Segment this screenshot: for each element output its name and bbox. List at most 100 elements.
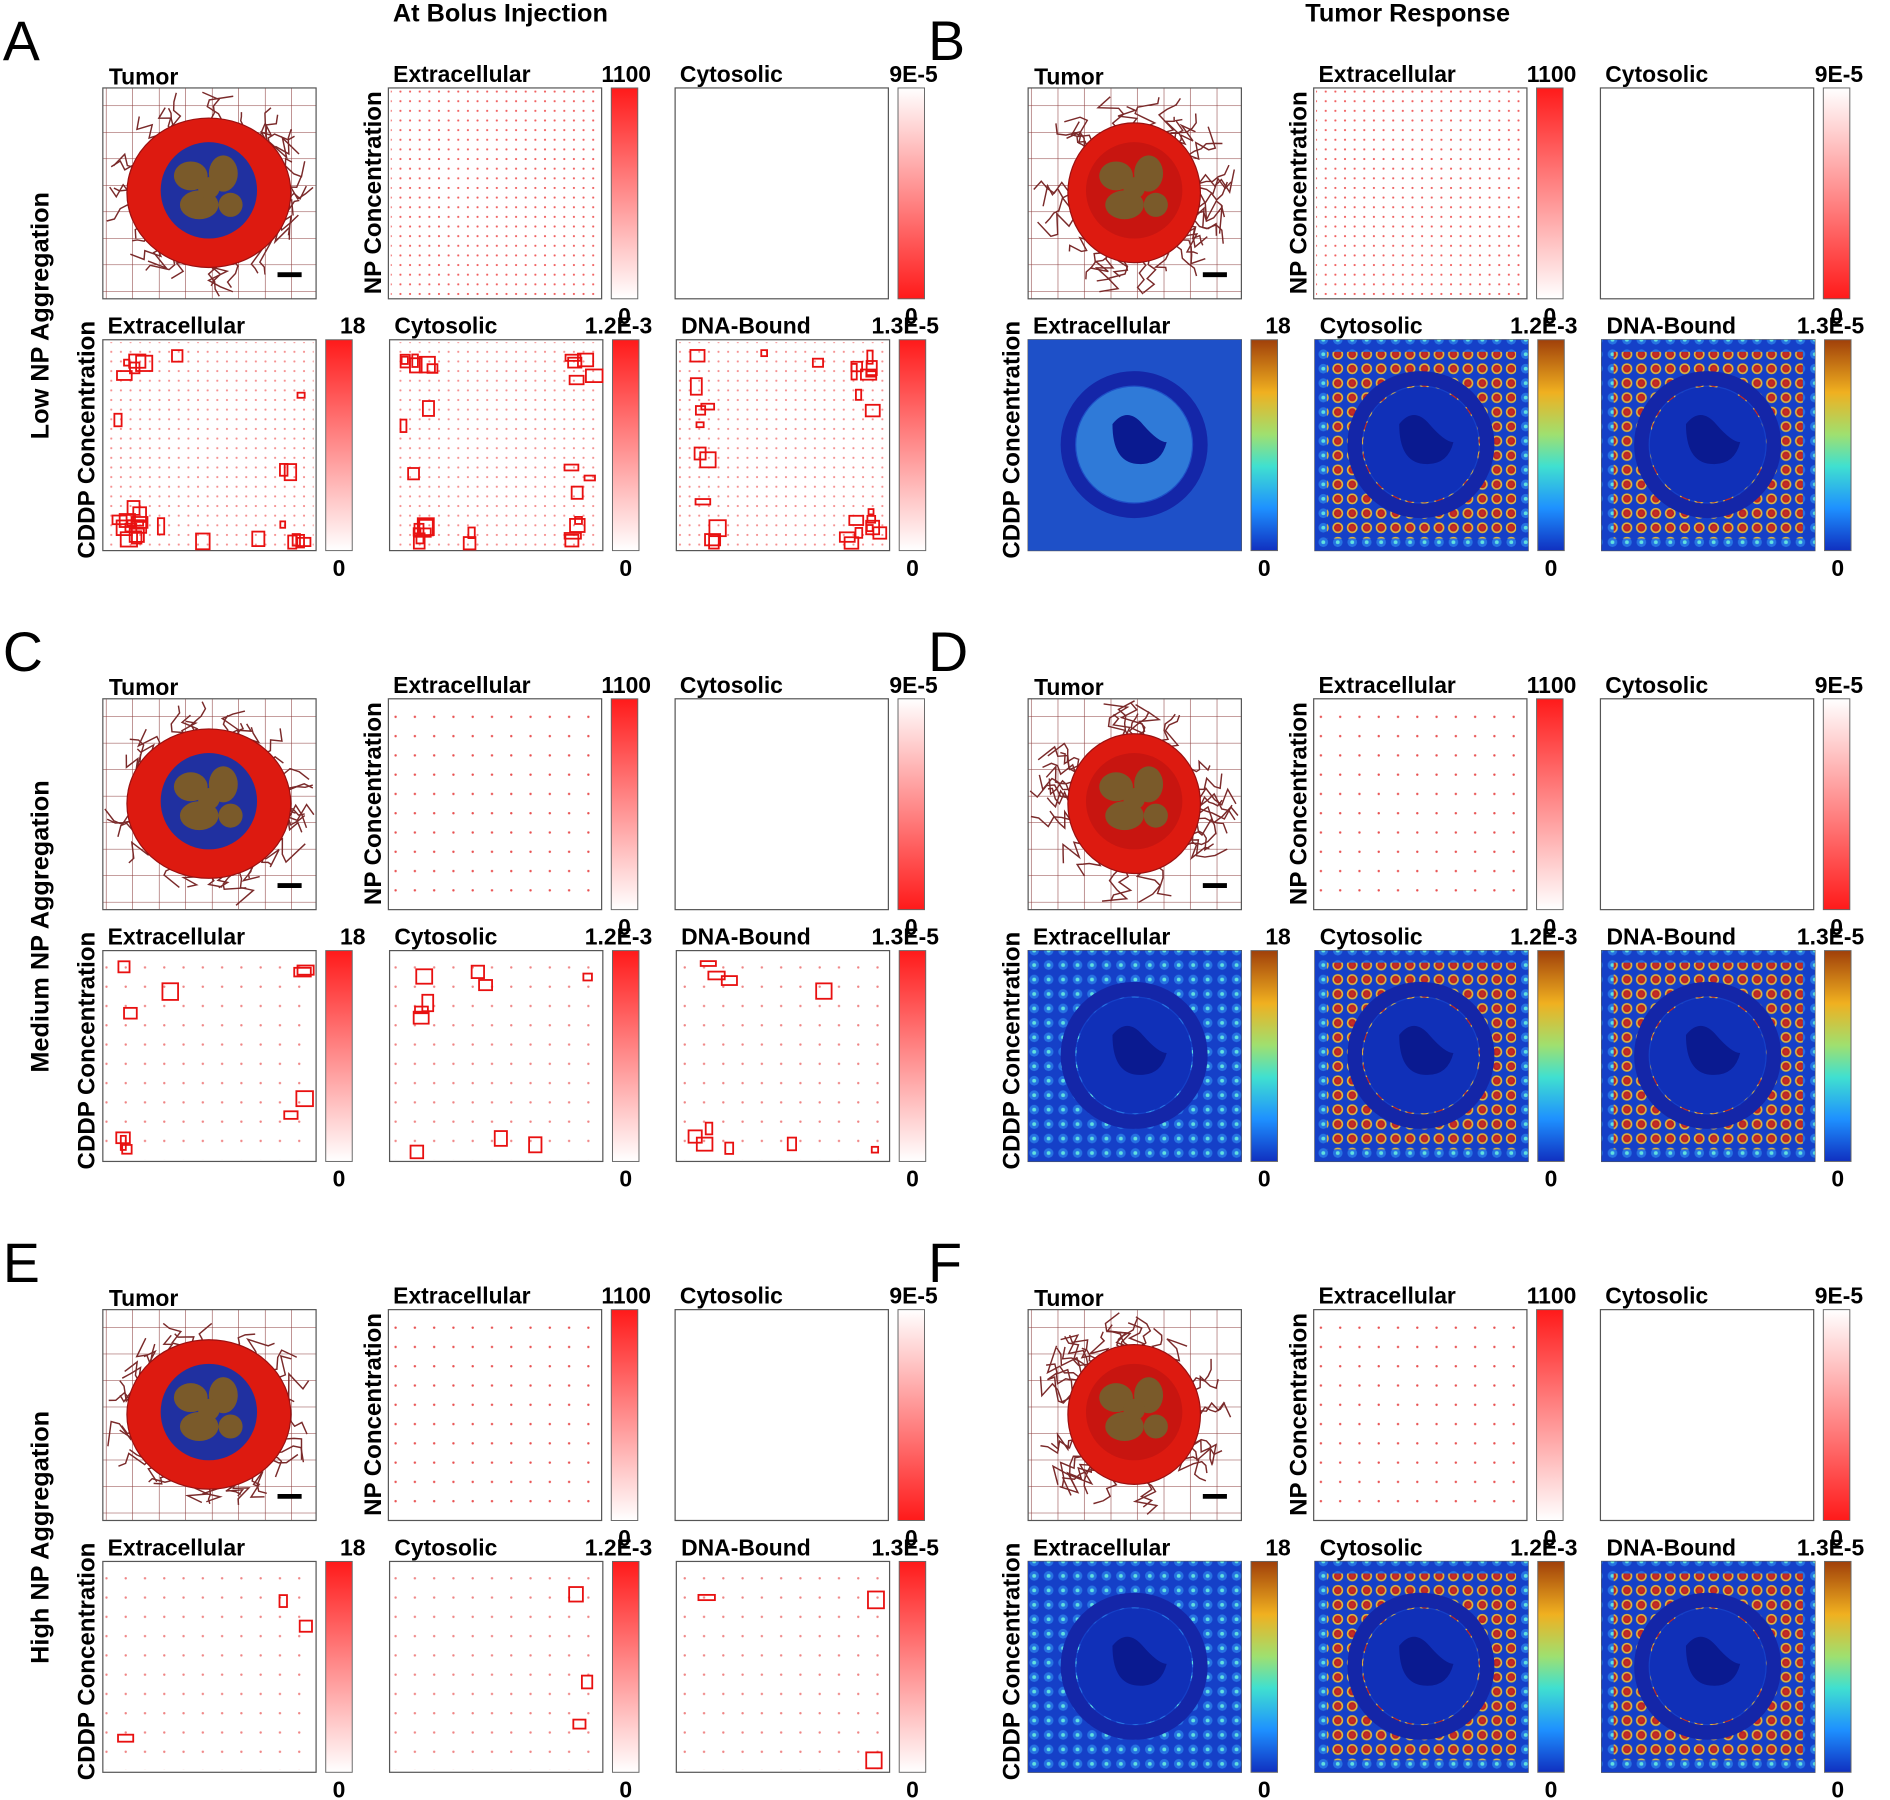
necrotic-core [218, 803, 243, 828]
cddp-hotspot [412, 1010, 430, 1025]
cddp-hotspot [293, 966, 312, 978]
vessel [1180, 239, 1206, 265]
cddp-hotspot [528, 1136, 543, 1154]
colorbar-max: 1.2E-3 [585, 1534, 652, 1560]
cddp-dots [391, 1563, 601, 1770]
colorbar [897, 1309, 926, 1521]
vessel [1199, 805, 1239, 825]
row-label: Low NP Aggregation [27, 192, 55, 439]
colorbar-max: 1.2E-3 [585, 924, 652, 950]
cddp-hotspot [296, 391, 306, 399]
cddp-hotspot [283, 463, 298, 482]
cddp-hotspot [694, 498, 712, 506]
cddp-hotspot [295, 1090, 314, 1108]
map-title: Cytosolic [680, 61, 783, 87]
vessel [1050, 1431, 1074, 1452]
cddp-hotspot [407, 467, 420, 481]
vessel [1080, 1347, 1095, 1362]
cddp-hotspot [811, 357, 824, 368]
cddp-hotspot [689, 349, 706, 363]
tumor-title: Tumor [1034, 674, 1104, 700]
vessel [1166, 1338, 1188, 1362]
cddp-hotspot [129, 361, 141, 375]
vessel [1046, 1345, 1080, 1378]
cddp-hotspot [865, 1751, 883, 1770]
colorbar-max: 18 [340, 313, 366, 339]
colorbar-min: 0 [333, 555, 346, 581]
cddp-hotspot [123, 1006, 138, 1020]
vessel [1164, 714, 1181, 748]
cddp-hotspot [855, 388, 863, 401]
colorbar-min: 0 [619, 1777, 632, 1800]
map-frame [674, 1309, 889, 1522]
map-title: Extracellular [108, 924, 245, 950]
cddp-dots [678, 1563, 888, 1770]
map-title: Cytosolic [680, 672, 783, 698]
colorbar-max: 1100 [601, 61, 651, 87]
vessel [1193, 219, 1224, 244]
cddp-hotspot [291, 533, 301, 547]
panel-letter: E [3, 1232, 40, 1294]
map-title: Extracellular [1318, 1283, 1455, 1309]
np-dots [390, 701, 600, 908]
vessel [1177, 123, 1196, 144]
cddp-hotspot [708, 519, 727, 538]
vessel [1191, 1447, 1223, 1462]
necrotic-core [1143, 803, 1168, 828]
vessel [1046, 1363, 1078, 1381]
colorbar [611, 950, 640, 1162]
cddp-hotspot [422, 400, 435, 417]
colorbar [898, 950, 927, 1162]
map-title: Cytosolic [680, 1283, 783, 1309]
cddp-axis-label: CDDP Concentration [73, 1543, 100, 1781]
cddp-hotspot [121, 1144, 133, 1155]
tumor-blobs [1112, 1025, 1167, 1075]
vessel [1187, 227, 1208, 249]
np-axis-label: NP Concentration [360, 1313, 387, 1516]
map-title: Extracellular [1033, 313, 1170, 339]
colorbar [1536, 1309, 1564, 1521]
colorbar [1822, 698, 1851, 911]
colorbar-max: 18 [340, 924, 366, 950]
cddp-hotspot [583, 474, 596, 482]
cddp-hotspot [860, 368, 878, 381]
cddp-dots [678, 342, 888, 549]
tumor-ring [1060, 981, 1208, 1129]
cddp-hotspot [700, 402, 716, 411]
tumor-ring [1347, 371, 1495, 519]
cddp-axis-label: CDDP Concentration [999, 321, 1026, 559]
colorbar-min: 0 [333, 1777, 346, 1800]
colorbar [611, 339, 640, 552]
tumor-ring [1634, 371, 1782, 519]
colorbar-max: 18 [340, 1534, 366, 1560]
map-title: DNA-Bound [681, 1534, 811, 1560]
tumor-title: Tumor [1034, 1285, 1104, 1311]
map-title: DNA-Bound [1606, 313, 1736, 339]
vessel [1192, 1439, 1218, 1464]
cddp-axis-label: CDDP Concentration [73, 932, 100, 1170]
cddp-hotspot [298, 1619, 313, 1633]
cddp-hotspot [563, 463, 580, 472]
vessel [1101, 867, 1129, 902]
colorbar-min: 0 [1831, 555, 1844, 581]
colorbar-max: 1.2E-3 [585, 313, 652, 339]
vessel [1096, 96, 1125, 130]
panel: C Tumor NP Concentration CDDP Concentration… [3, 621, 939, 1192]
vessel [1199, 169, 1236, 195]
colorbar [1250, 339, 1279, 552]
map-title: Cytosolic [394, 924, 497, 950]
map-title: Extracellular [393, 1283, 530, 1309]
cddp-hotspot [687, 1129, 703, 1144]
cddp-hotspot [867, 1590, 885, 1610]
cddp-hotspot [413, 527, 432, 538]
vessel [1046, 789, 1069, 809]
vessel [1183, 1456, 1207, 1482]
vessel [1191, 1358, 1212, 1384]
cddp-hotspot [171, 349, 184, 363]
cddp-hotspot [161, 982, 179, 1001]
vessel [1156, 713, 1176, 742]
map-title: Extracellular [393, 672, 530, 698]
colorbar-max: 1.3E-5 [1797, 1534, 1865, 1560]
vessel [1183, 232, 1199, 255]
